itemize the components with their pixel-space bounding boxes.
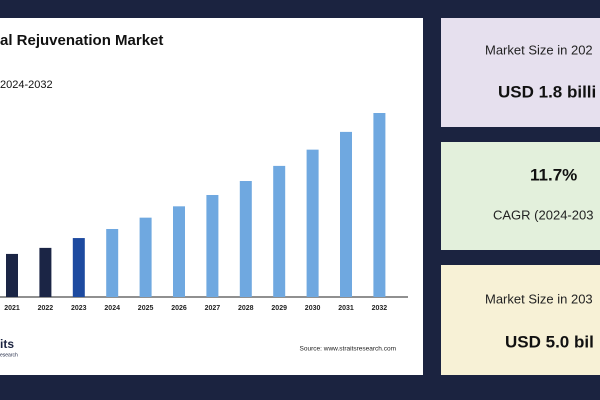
x-tick-label: 2028	[238, 305, 254, 312]
card-value: USD 1.8 billi	[498, 82, 596, 101]
x-tick-label: 2032	[372, 305, 388, 312]
chart-subtitle: 2024-2032	[0, 79, 53, 91]
bar	[340, 131, 352, 297]
bar	[6, 253, 18, 297]
x-tick-label: 2029	[271, 305, 287, 312]
x-tick-label: 2024	[104, 305, 120, 312]
bar	[273, 165, 286, 297]
logo: its	[0, 337, 14, 351]
card-value: 11.7%	[530, 165, 577, 184]
card	[441, 142, 600, 250]
x-tick-label: 2031	[338, 305, 354, 312]
bar	[306, 149, 319, 297]
x-tick-label: 2025	[138, 305, 154, 312]
card-label: Market Size in 202	[485, 42, 593, 57]
card-value: USD 5.0 bil	[505, 332, 594, 351]
bar	[239, 181, 252, 297]
x-tick-label: 2030	[305, 305, 321, 312]
logo-sub: esearch	[0, 352, 18, 358]
card-label: Market Size in 203	[485, 291, 593, 306]
x-tick-label: 2021	[4, 305, 20, 312]
bar	[373, 113, 386, 297]
bar	[72, 238, 85, 297]
card	[441, 265, 600, 375]
chart-title: al Rejuvenation Market	[0, 32, 163, 49]
bar	[173, 206, 185, 297]
bar	[106, 228, 119, 297]
source: Source: www.straitsresearch.com	[300, 346, 396, 353]
card-label: CAGR (2024-203	[493, 207, 593, 222]
x-tick-label: 2023	[71, 305, 87, 312]
x-tick-label: 2022	[38, 305, 54, 312]
card	[441, 18, 600, 127]
bar	[139, 217, 152, 297]
bar	[206, 194, 219, 297]
bar	[39, 247, 52, 297]
x-tick-label: 2026	[171, 305, 187, 312]
x-tick-label: 2027	[205, 305, 221, 312]
